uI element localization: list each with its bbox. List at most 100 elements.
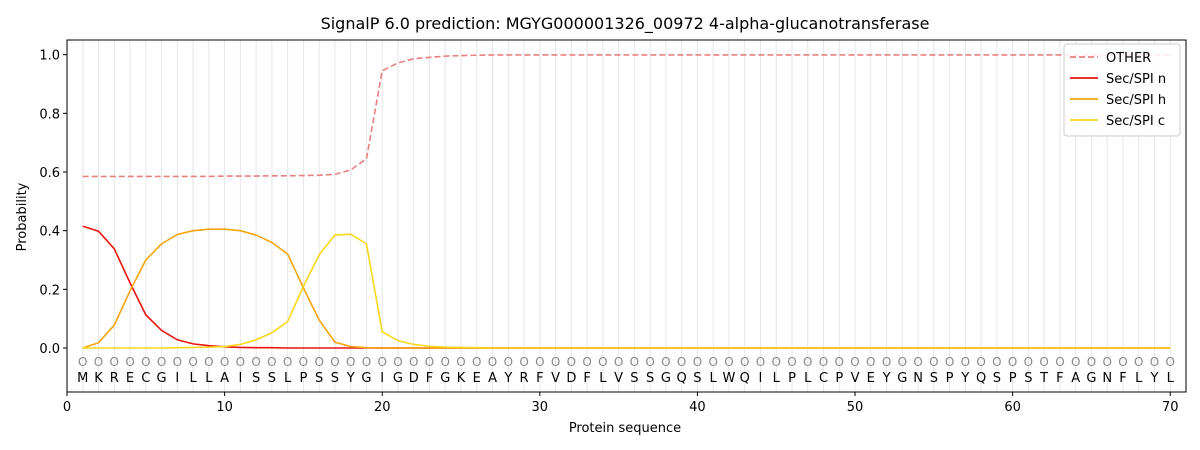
sequence-residue: P [835, 371, 843, 386]
region-marker: O [125, 355, 134, 369]
region-marker: O [1150, 355, 1159, 369]
x-tick-label: 50 [847, 400, 864, 415]
sequence-residue: P [299, 371, 307, 386]
region-marker: O [251, 355, 260, 369]
legend-box [1063, 43, 1181, 137]
y-tick-label: 0.2 [39, 283, 60, 298]
sequence-residue: N [1102, 371, 1112, 386]
region-marker: O [630, 355, 639, 369]
x-tick-label: 70 [1162, 400, 1179, 415]
sequence-residue: F [583, 371, 590, 386]
series-line-sec-spi-n [82, 225, 1171, 349]
sequence-residue: S [646, 371, 654, 386]
sequence-residue: G [897, 371, 907, 386]
sequence-residue: Y [960, 371, 969, 386]
region-marker: O [614, 355, 623, 369]
region-marker: O [787, 355, 796, 369]
sequence-residue: L [189, 371, 197, 386]
sequence-residue: V [551, 371, 560, 386]
sequence-residue: E [473, 371, 481, 386]
y-tick-label: 0.8 [39, 107, 60, 122]
region-marker: O [929, 355, 938, 369]
region-marker: O [724, 355, 733, 369]
sequence-residue: S [315, 371, 323, 386]
sequence-residue: Q [740, 371, 750, 386]
sequence-residue: G [440, 371, 450, 386]
region-marker: O [110, 355, 119, 369]
region-marker: O [299, 355, 308, 369]
region-marker: O [976, 355, 985, 369]
region-marker: O [393, 355, 402, 369]
region-marker: O [236, 355, 245, 369]
region-marker: O [582, 355, 591, 369]
region-marker: O [330, 355, 339, 369]
sequence-residue: Y [882, 371, 891, 386]
sequence-residue: E [867, 371, 875, 386]
region-marker: O [1087, 355, 1096, 369]
sequence-residue: K [94, 371, 103, 386]
x-tick-label: 60 [1004, 400, 1021, 415]
sequence-residue: N [913, 371, 923, 386]
sequence-residue: S [993, 371, 1001, 386]
region-marker: O [850, 355, 859, 369]
sequence-residue: R [110, 371, 119, 386]
region-marker: O [693, 355, 702, 369]
x-tick-label: 10 [216, 400, 233, 415]
sequence-residue: F [1119, 371, 1126, 386]
series-line-sec-spi-c [82, 233, 1171, 349]
region-marker: O [504, 355, 513, 369]
sequence-residue: S [268, 371, 276, 386]
sequence-residue: I [175, 371, 179, 386]
region-marker: O [188, 355, 197, 369]
sequence-residue: C [819, 371, 828, 386]
sequence-residue: Y [346, 371, 355, 386]
x-tick-label: 0 [63, 400, 71, 415]
sequence-residue: T [1039, 371, 1048, 386]
region-marker: O [819, 355, 828, 369]
sequence-residue: L [773, 371, 781, 386]
region-marker: O [1039, 355, 1048, 369]
y-tick-label: 0.6 [39, 166, 60, 181]
region-marker: O [645, 355, 654, 369]
sequence-residue: Q [976, 371, 986, 386]
sequence-residue: F [1056, 371, 1063, 386]
sequence-residue: S [930, 371, 938, 386]
sequence-residue: S [331, 371, 339, 386]
sequence-residue: S [693, 371, 701, 386]
region-marker: O [1118, 355, 1127, 369]
series-line-sec-spi-h [82, 228, 1171, 349]
region-marker: O [535, 355, 544, 369]
sequence-residue: L [599, 371, 607, 386]
region-marker: O [551, 355, 560, 369]
sequence-residue: M [77, 371, 88, 386]
region-marker: O [708, 355, 717, 369]
region-marker: O [204, 355, 213, 369]
region-marker: O [173, 355, 182, 369]
y-tick-label: 1.0 [39, 49, 60, 64]
region-marker: O [677, 355, 686, 369]
region-marker: O [377, 355, 386, 369]
sequence-residue: L [284, 371, 292, 386]
sequence-residue: L [205, 371, 213, 386]
region-marker: O [425, 355, 434, 369]
region-marker: O [1024, 355, 1033, 369]
region-marker: O [267, 355, 276, 369]
sequence-residue: A [488, 371, 497, 386]
region-marker: O [567, 355, 576, 369]
region-marker: O [661, 355, 670, 369]
region-marker: O [472, 355, 481, 369]
region-marker: O [1008, 355, 1017, 369]
series-line-other [82, 54, 1171, 178]
region-marker: O [756, 355, 765, 369]
sequence-residue: I [759, 371, 763, 386]
region-marker: O [740, 355, 749, 369]
sequence-residue: C [141, 371, 150, 386]
region-marker: O [1071, 355, 1080, 369]
region-marker: O [157, 355, 166, 369]
sequence-residue: Y [503, 371, 512, 386]
sequence-residue: Y [1150, 371, 1159, 386]
x-tick-label: 40 [689, 400, 706, 415]
region-marker: O [803, 355, 812, 369]
legend-label: Sec/SPI h [1106, 93, 1166, 108]
region-marker: O [283, 355, 292, 369]
